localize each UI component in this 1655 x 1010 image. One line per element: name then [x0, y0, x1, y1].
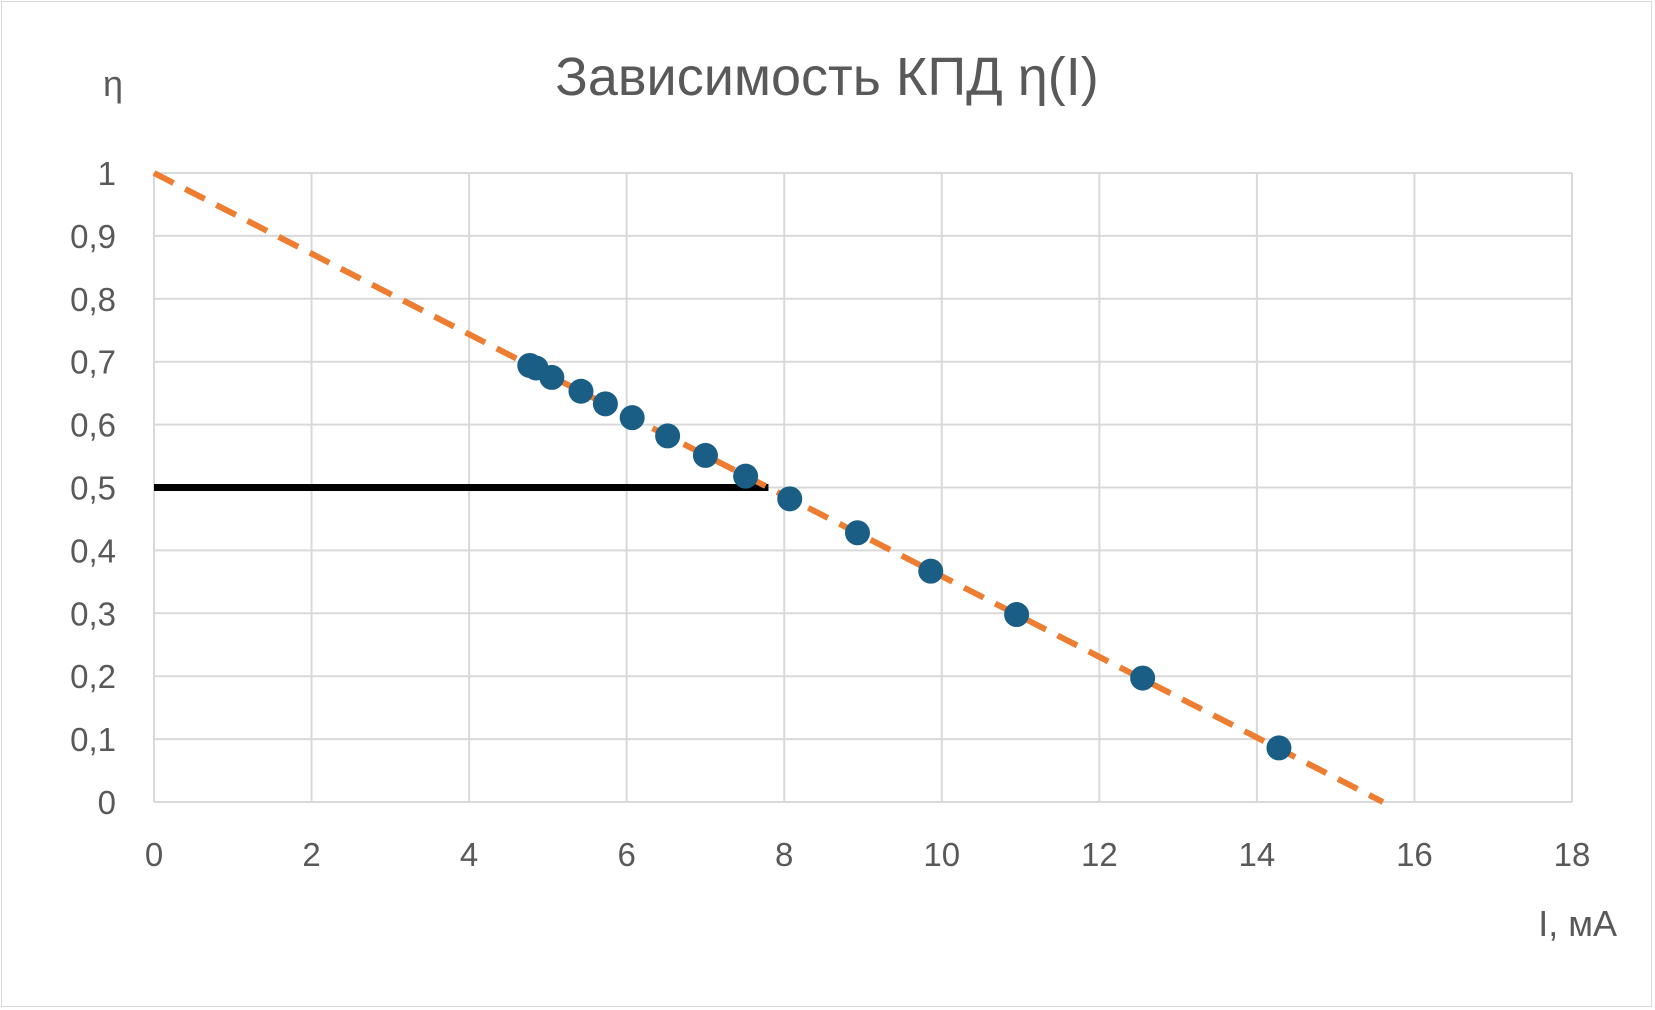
data-point — [1004, 602, 1030, 628]
x-tick-label: 4 — [460, 836, 478, 873]
y-tick-label: 0,8 — [70, 281, 116, 318]
y-tick-label: 0,1 — [70, 721, 116, 758]
data-point — [918, 558, 944, 584]
data-point — [619, 405, 645, 431]
y-axis-title: η — [103, 63, 123, 104]
data-point — [1130, 665, 1156, 691]
trendline-group — [152, 170, 1385, 805]
data-point — [1266, 735, 1292, 761]
chart-title: Зависимость КПД η(I) — [555, 47, 1099, 107]
y-tick-label: 0,3 — [70, 595, 116, 632]
y-tick-label: 0,5 — [70, 470, 116, 507]
y-tick-label: 0,4 — [70, 532, 116, 569]
x-tick-label: 0 — [145, 836, 163, 873]
y-tick-label: 0,6 — [70, 407, 116, 444]
data-point — [568, 378, 594, 404]
y-tick-label: 1 — [98, 155, 116, 192]
x-tick-label: 16 — [1396, 836, 1433, 873]
data-point — [777, 486, 803, 512]
y-tick-label: 0,9 — [70, 218, 116, 255]
x-axis-title: I, мА — [1538, 903, 1617, 944]
x-tick-label: 12 — [1081, 836, 1118, 873]
y-tick-label: 0,2 — [70, 658, 116, 695]
x-tick-label: 18 — [1554, 836, 1591, 873]
data-point — [539, 364, 565, 390]
x-tick-label: 8 — [775, 836, 793, 873]
data-points — [517, 352, 1292, 761]
x-tick-label: 14 — [1239, 836, 1276, 873]
gridlines — [153, 172, 1573, 803]
y-tick-label: 0,7 — [70, 344, 116, 381]
data-point — [655, 423, 681, 449]
x-tick-label: 2 — [302, 836, 320, 873]
x-tick-label: 10 — [923, 836, 960, 873]
trendline — [152, 170, 1385, 805]
x-tick-label: 6 — [617, 836, 635, 873]
data-point — [844, 520, 870, 546]
data-point — [592, 391, 618, 417]
y-axis-ticks: 0 0,1 0,2 0,3 0,4 0,5 0,6 0,7 0,8 0,9 1 — [70, 155, 116, 821]
x-axis-ticks: 0 2 4 6 8 10 12 14 16 18 — [145, 836, 1591, 873]
y-tick-label: 0 — [98, 784, 116, 821]
data-point — [733, 463, 759, 489]
data-point — [692, 442, 718, 468]
